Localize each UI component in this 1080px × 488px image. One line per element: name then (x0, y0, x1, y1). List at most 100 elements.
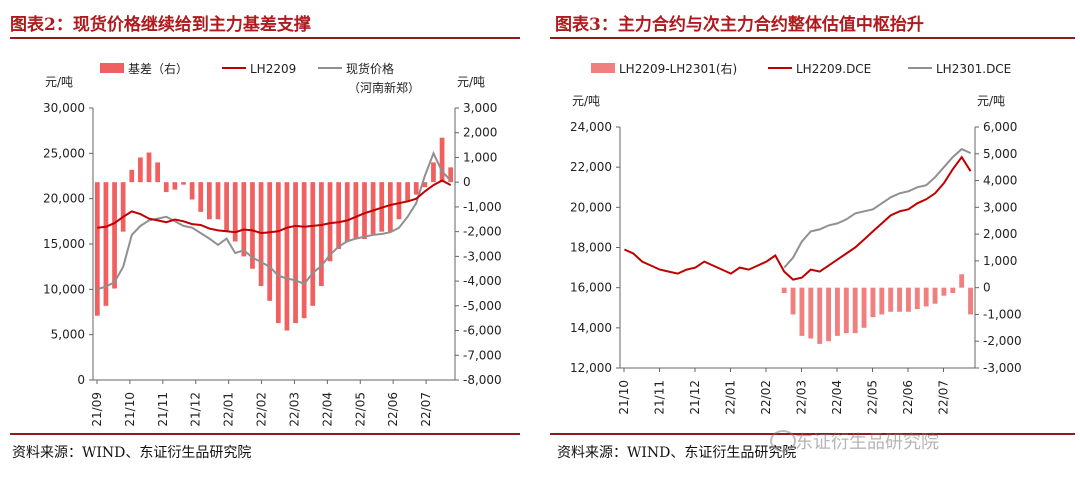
y-left-tick-label: 12,000 (570, 361, 612, 375)
basis-bar (914, 287, 920, 310)
basis-bar (293, 182, 298, 324)
basis-bar (112, 182, 117, 289)
chart-title: 图表3：主力合约与次主力合约整体估值中枢抬升 (555, 15, 924, 35)
y-right-tick-label: 1,000 (463, 150, 497, 164)
basis-bar (879, 287, 885, 315)
basis-bar (781, 287, 787, 294)
y-right-tick-label: 3,000 (983, 200, 1017, 214)
y-left-tick-label: 20,000 (43, 192, 85, 206)
basis-bar (163, 182, 169, 193)
basis-bar (870, 287, 876, 318)
x-tick-label: 22/04 (320, 392, 334, 427)
series-line-LH2209.DCE (623, 155, 972, 281)
source-note: 资料来源：WIND、东证衍生品研究院 (557, 445, 797, 461)
y-right-tick-label: -3,000 (983, 361, 1022, 375)
basis-bar (250, 182, 255, 269)
basis-bar (224, 182, 229, 232)
basis-bar (431, 162, 436, 183)
basis-bar (241, 182, 247, 257)
legend-lh2209-label: LH2209 (250, 62, 296, 76)
basis-bar (336, 182, 342, 249)
y-right-tick-label: 6,000 (983, 120, 1017, 134)
legend-spread-swatch (591, 63, 615, 73)
y-left-tick-label: 25,000 (43, 146, 85, 160)
watermark-text: 东证衍生品研究院 (795, 432, 939, 453)
x-tick-label: 21/12 (688, 380, 702, 415)
basis-bar (198, 182, 204, 212)
x-tick-label: 21/10 (123, 392, 137, 427)
x-tick-label: 22/06 (901, 380, 915, 415)
basis-bar (448, 167, 454, 183)
source-note: 资料来源：WIND、东证衍生品研究院 (12, 445, 252, 461)
y-right-tick-label: -6,000 (463, 324, 502, 338)
y-right-tick-label: -5,000 (463, 299, 502, 313)
basis-bar (267, 182, 273, 301)
y-right-tick-label: -1,000 (983, 307, 1022, 321)
x-tick-label: 22/03 (287, 392, 301, 427)
chart-title: 图表2：现货价格继续给到主力基差支撑 (10, 15, 311, 35)
basis-bar (932, 287, 938, 304)
basis-bar (353, 182, 359, 240)
source-rule (550, 433, 1075, 435)
basis-bar (843, 287, 849, 334)
basis-bar (852, 287, 858, 334)
basis-bar (370, 182, 376, 235)
y-right-tick-label: 0 (983, 281, 991, 295)
basis-bar (146, 152, 152, 183)
basis-bar (120, 182, 126, 232)
series-line-LH2209 (97, 179, 452, 235)
y-right-tick-label: -4,000 (463, 274, 502, 288)
basis-bar (387, 182, 393, 232)
basis-bar (275, 182, 281, 324)
basis-bar (413, 182, 419, 195)
legend-basis-label: 基差（右） (128, 61, 188, 76)
x-tick-label: 22/06 (386, 392, 400, 427)
x-tick-label: 22/01 (724, 380, 738, 415)
basis-bar (439, 137, 445, 183)
y-right-tick-label: -1,000 (463, 200, 502, 214)
series-line-现货价格 (97, 150, 452, 291)
source-rule (10, 433, 520, 435)
y-left-unit: 元/吨 (45, 75, 73, 89)
y-right-tick-label: 1,000 (983, 254, 1017, 268)
basis-bar (138, 157, 143, 183)
y-left-tick-label: 22,000 (570, 160, 612, 174)
x-tick-label: 21/09 (90, 392, 104, 427)
y-left-unit: 元/吨 (572, 94, 600, 108)
basis-bar (301, 182, 307, 319)
legend-basis-swatch (100, 63, 124, 73)
legend-lh2301dce-label: LH2301.DCE (936, 62, 1011, 76)
y-right-tick-label: -8,000 (463, 373, 502, 387)
x-tick-label: 21/10 (617, 380, 631, 415)
legend-spot-label: 现货价格 (346, 61, 394, 76)
x-tick-label: 21/11 (156, 392, 170, 427)
panel-spread: 图表3：主力合约与次主力合约整体估值中枢抬升 24,000 22,000 20,00… (545, 0, 1080, 488)
y-left-tick-label: 5,000 (51, 328, 85, 342)
basis-bar (189, 182, 195, 200)
y-right-unit: 元/吨 (977, 94, 1005, 108)
x-tick-label: 22/04 (830, 380, 844, 415)
basis-bar (327, 182, 333, 262)
basis-bar (155, 162, 161, 183)
title-rule (550, 37, 1075, 39)
chart-basis-svg: 30,000 25,000 20,000 15,000 10,000 5,000 0 3,00… (43, 61, 502, 427)
title-rule (10, 37, 520, 39)
basis-bar (405, 182, 410, 202)
basis-bar (94, 182, 100, 316)
basis-bar (834, 287, 840, 336)
basis-bar (362, 182, 367, 240)
y-right-tick-label: 4,000 (983, 174, 1017, 188)
basis-bar (968, 287, 974, 315)
x-tick-label: 22/02 (759, 380, 773, 415)
chart-spread-svg: 24,000 22,000 20,000 18,000 16,000 14,000 12,0… (570, 61, 1022, 415)
basis-bar (808, 287, 814, 339)
basis-bar (826, 287, 832, 342)
basis-bar (319, 182, 324, 287)
basis-bar (888, 287, 894, 312)
y-left-tick-label: 20,000 (570, 200, 612, 214)
y-right-tick-label: -3,000 (463, 249, 502, 263)
basis-bar (422, 182, 428, 188)
basis-bar (396, 182, 402, 220)
y-right-tick-label: 3,000 (463, 101, 497, 115)
x-tick-label: 22/05 (866, 380, 880, 415)
